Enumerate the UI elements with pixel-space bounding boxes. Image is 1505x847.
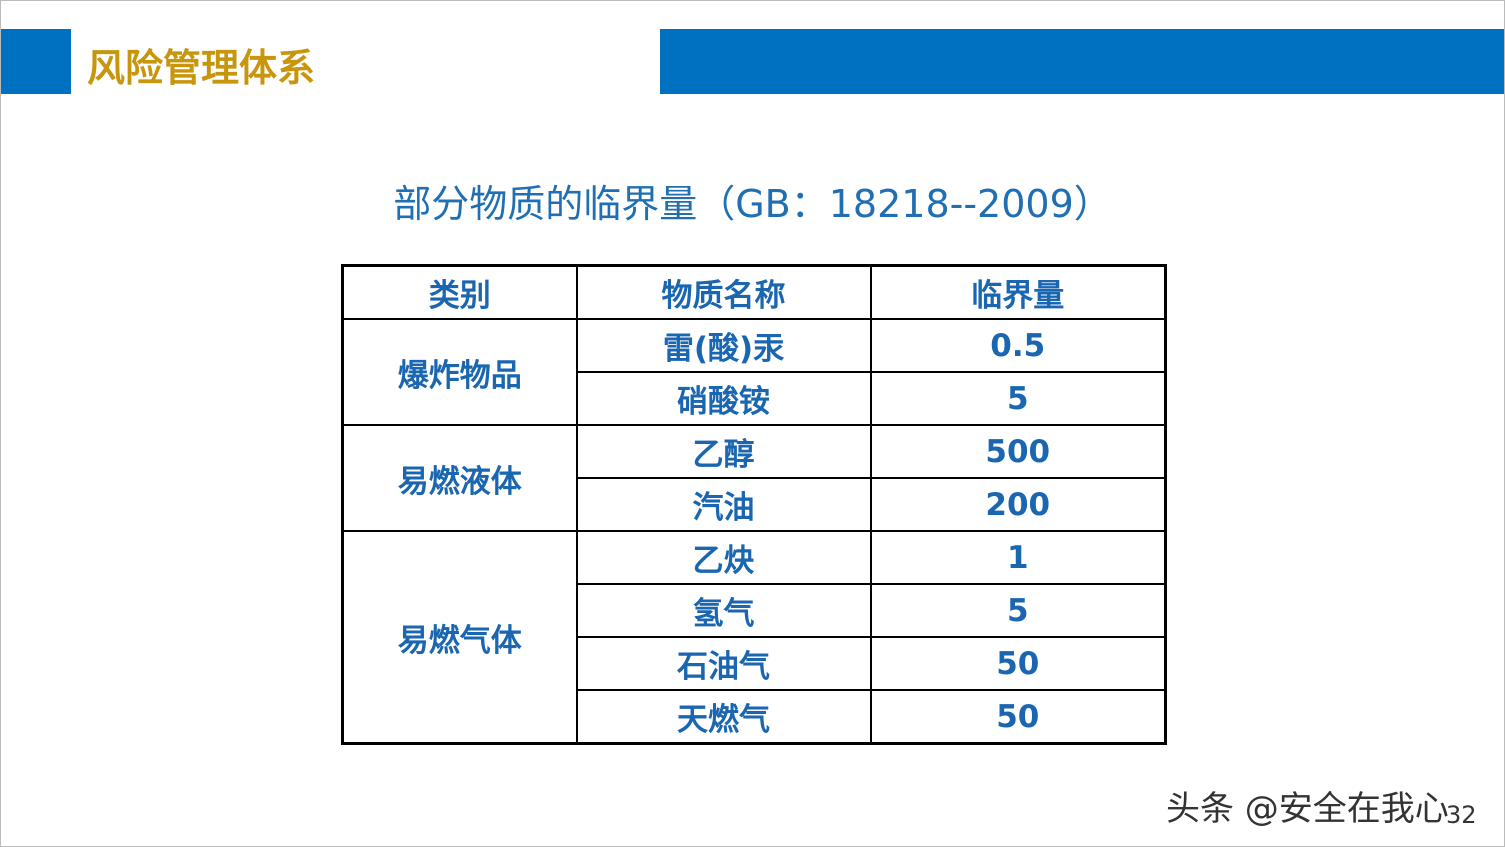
amount-cell: 50 — [869, 689, 1167, 745]
table-row: 易燃气体 乙炔 1 — [341, 530, 1167, 745]
table-row: 类别 物质名称 临界量 — [341, 264, 1167, 320]
table-row: 石油气 50 — [343, 636, 1167, 691]
column-header: 物质名称 — [575, 264, 872, 320]
table-row: 易燃液体 乙醇 500 — [341, 424, 1167, 532]
category-cell: 爆炸物品 — [341, 318, 578, 426]
name-cell: 硝酸铵 — [575, 371, 872, 426]
amount-cell: 1 — [869, 530, 1167, 585]
name-cell: 乙醇 — [575, 424, 872, 479]
category-cell: 易燃气体 — [341, 530, 578, 745]
name-cell: 乙炔 — [575, 530, 872, 585]
slide-title: 风险管理体系 — [87, 46, 316, 90]
table: 类别 物质名称 临界量 爆炸物品 雷(酸)汞 0.5 硝酸铵 5 易燃液体 乙醇 500 汽油 200 易… — [341, 264, 1167, 745]
amount-cell: 500 — [869, 424, 1167, 479]
amount-cell: 50 — [869, 636, 1167, 691]
name-cell: 天燃气 — [575, 689, 872, 745]
accent-bar — [1, 29, 71, 94]
watermark: 头条 @安全在我心 — [1166, 789, 1449, 829]
table-row: 汽油 200 — [343, 477, 1167, 532]
category-cell: 易燃液体 — [341, 424, 578, 532]
page-number: 32 — [1446, 801, 1477, 829]
subtitle: 部分物质的临界量（GB：18218--2009） — [393, 182, 1112, 226]
amount-cell: 5 — [869, 583, 1167, 638]
amount-cell: 5 — [869, 371, 1167, 426]
table-row: 氢气 5 — [343, 583, 1167, 638]
table-row: 硝酸铵 5 — [343, 371, 1167, 426]
name-cell: 汽油 — [575, 477, 872, 532]
name-cell: 雷(酸)汞 — [575, 318, 872, 373]
column-header: 类别 — [341, 264, 578, 320]
amount-cell: 200 — [869, 477, 1167, 532]
table-row: 天燃气 50 — [343, 689, 1167, 745]
column-header: 临界量 — [869, 264, 1167, 320]
header-bar — [660, 29, 1504, 94]
name-cell: 氢气 — [575, 583, 872, 638]
amount-cell: 0.5 — [869, 318, 1167, 373]
name-cell: 石油气 — [575, 636, 872, 691]
table-row: 爆炸物品 雷(酸)汞 0.5 — [341, 318, 1167, 426]
